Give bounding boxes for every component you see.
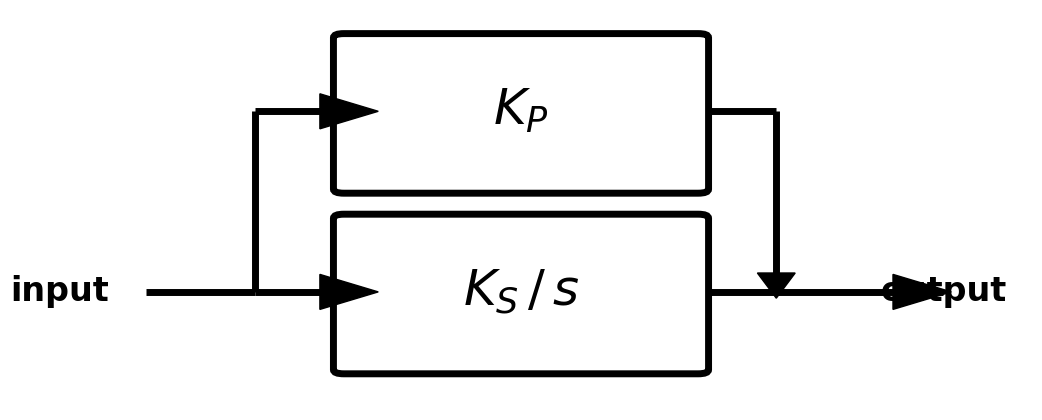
FancyBboxPatch shape [333,214,709,374]
Polygon shape [320,94,378,129]
Polygon shape [758,273,795,298]
FancyBboxPatch shape [333,34,709,193]
Text: output: output [880,276,1007,308]
Text: $\mathit{K}_P$: $\mathit{K}_P$ [493,87,549,136]
Text: $\mathit{K}_S\,/\,s$: $\mathit{K}_S\,/\,s$ [463,268,579,316]
Text: input: input [10,276,109,308]
Polygon shape [320,274,378,310]
Polygon shape [893,274,951,310]
